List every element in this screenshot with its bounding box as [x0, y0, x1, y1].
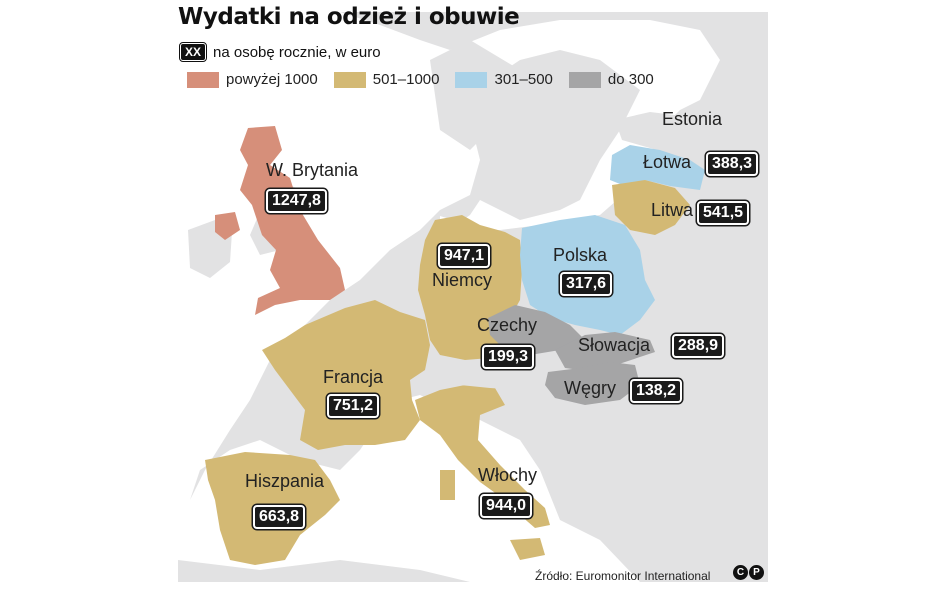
- country-label-czech: Czechy: [477, 315, 538, 335]
- value-badge-germany: 947,1: [438, 244, 491, 268]
- value-badge-latvia: 388,3: [706, 152, 759, 176]
- country-label-poland: Polska: [553, 245, 608, 265]
- france-shape: [262, 300, 430, 450]
- logo-letter: C: [733, 565, 748, 580]
- subtitle-text: na osobę rocznie, w euro: [213, 43, 381, 61]
- czech-shape: [488, 305, 585, 355]
- value-badge-lithuania: 541,5: [697, 201, 750, 225]
- country-label-uk: W. Brytania: [266, 160, 359, 180]
- country-label-germany: Niemcy: [432, 270, 493, 290]
- legend-label: 501–1000: [372, 71, 440, 88]
- value-badge-spain: 663,8: [253, 505, 306, 529]
- legend-item: powyżej 1000: [187, 71, 318, 88]
- latvia-shape: [610, 145, 705, 190]
- country-label-hungary: Węgry: [564, 378, 617, 398]
- legend-item: 301–500: [455, 71, 553, 88]
- legend-item: do 300: [568, 71, 654, 88]
- value-badge-czech: 199,3: [482, 345, 535, 369]
- uk-shape: [240, 126, 345, 315]
- publisher-logo: C P: [733, 565, 764, 580]
- source-note: Źródło: Euromonitor International: [535, 569, 711, 583]
- legend-label: powyżej 1000: [226, 71, 318, 88]
- slovakia-shape: [555, 332, 655, 372]
- legend-item: 501–1000: [333, 71, 440, 88]
- country-label-italy: Włochy: [478, 465, 538, 485]
- value-badge-slovakia: 288,9: [672, 334, 725, 358]
- value-badge-example: XX: [178, 42, 208, 62]
- legend-swatch: [333, 71, 366, 88]
- legend-label: 301–500: [494, 71, 553, 88]
- subtitle: XX na osobę rocznie, w euro: [178, 42, 381, 62]
- legend-swatch: [187, 71, 219, 88]
- legend: powyżej 1000 501–1000 301–500 do 300: [187, 71, 670, 88]
- country-label-france: Francja: [323, 367, 384, 387]
- value-badge-poland: 317,6: [560, 272, 613, 296]
- value-badge-hungary: 138,2: [630, 379, 683, 403]
- italy-shape: [415, 385, 550, 528]
- lithuania-shape: [612, 180, 690, 235]
- value-badge-uk: 1247,8: [266, 189, 327, 213]
- country-label-estonia: Estonia: [662, 109, 723, 129]
- legend-label: do 300: [607, 71, 654, 88]
- value-badge-italy: 944,0: [480, 494, 533, 518]
- logo-letter: P: [749, 565, 764, 580]
- country-label-slovakia: Słowacja: [578, 335, 651, 355]
- legend-swatch: [568, 71, 601, 88]
- hungary-shape: [545, 362, 640, 405]
- legend-swatch: [455, 71, 488, 88]
- country-label-lithuania: Litwa: [651, 200, 694, 220]
- country-label-latvia: Łotwa: [643, 152, 692, 172]
- page-title: Wydatki na odzież i obuwie: [178, 4, 520, 30]
- value-badge-france: 751,2: [327, 394, 380, 418]
- country-label-spain: Hiszpania: [245, 471, 325, 491]
